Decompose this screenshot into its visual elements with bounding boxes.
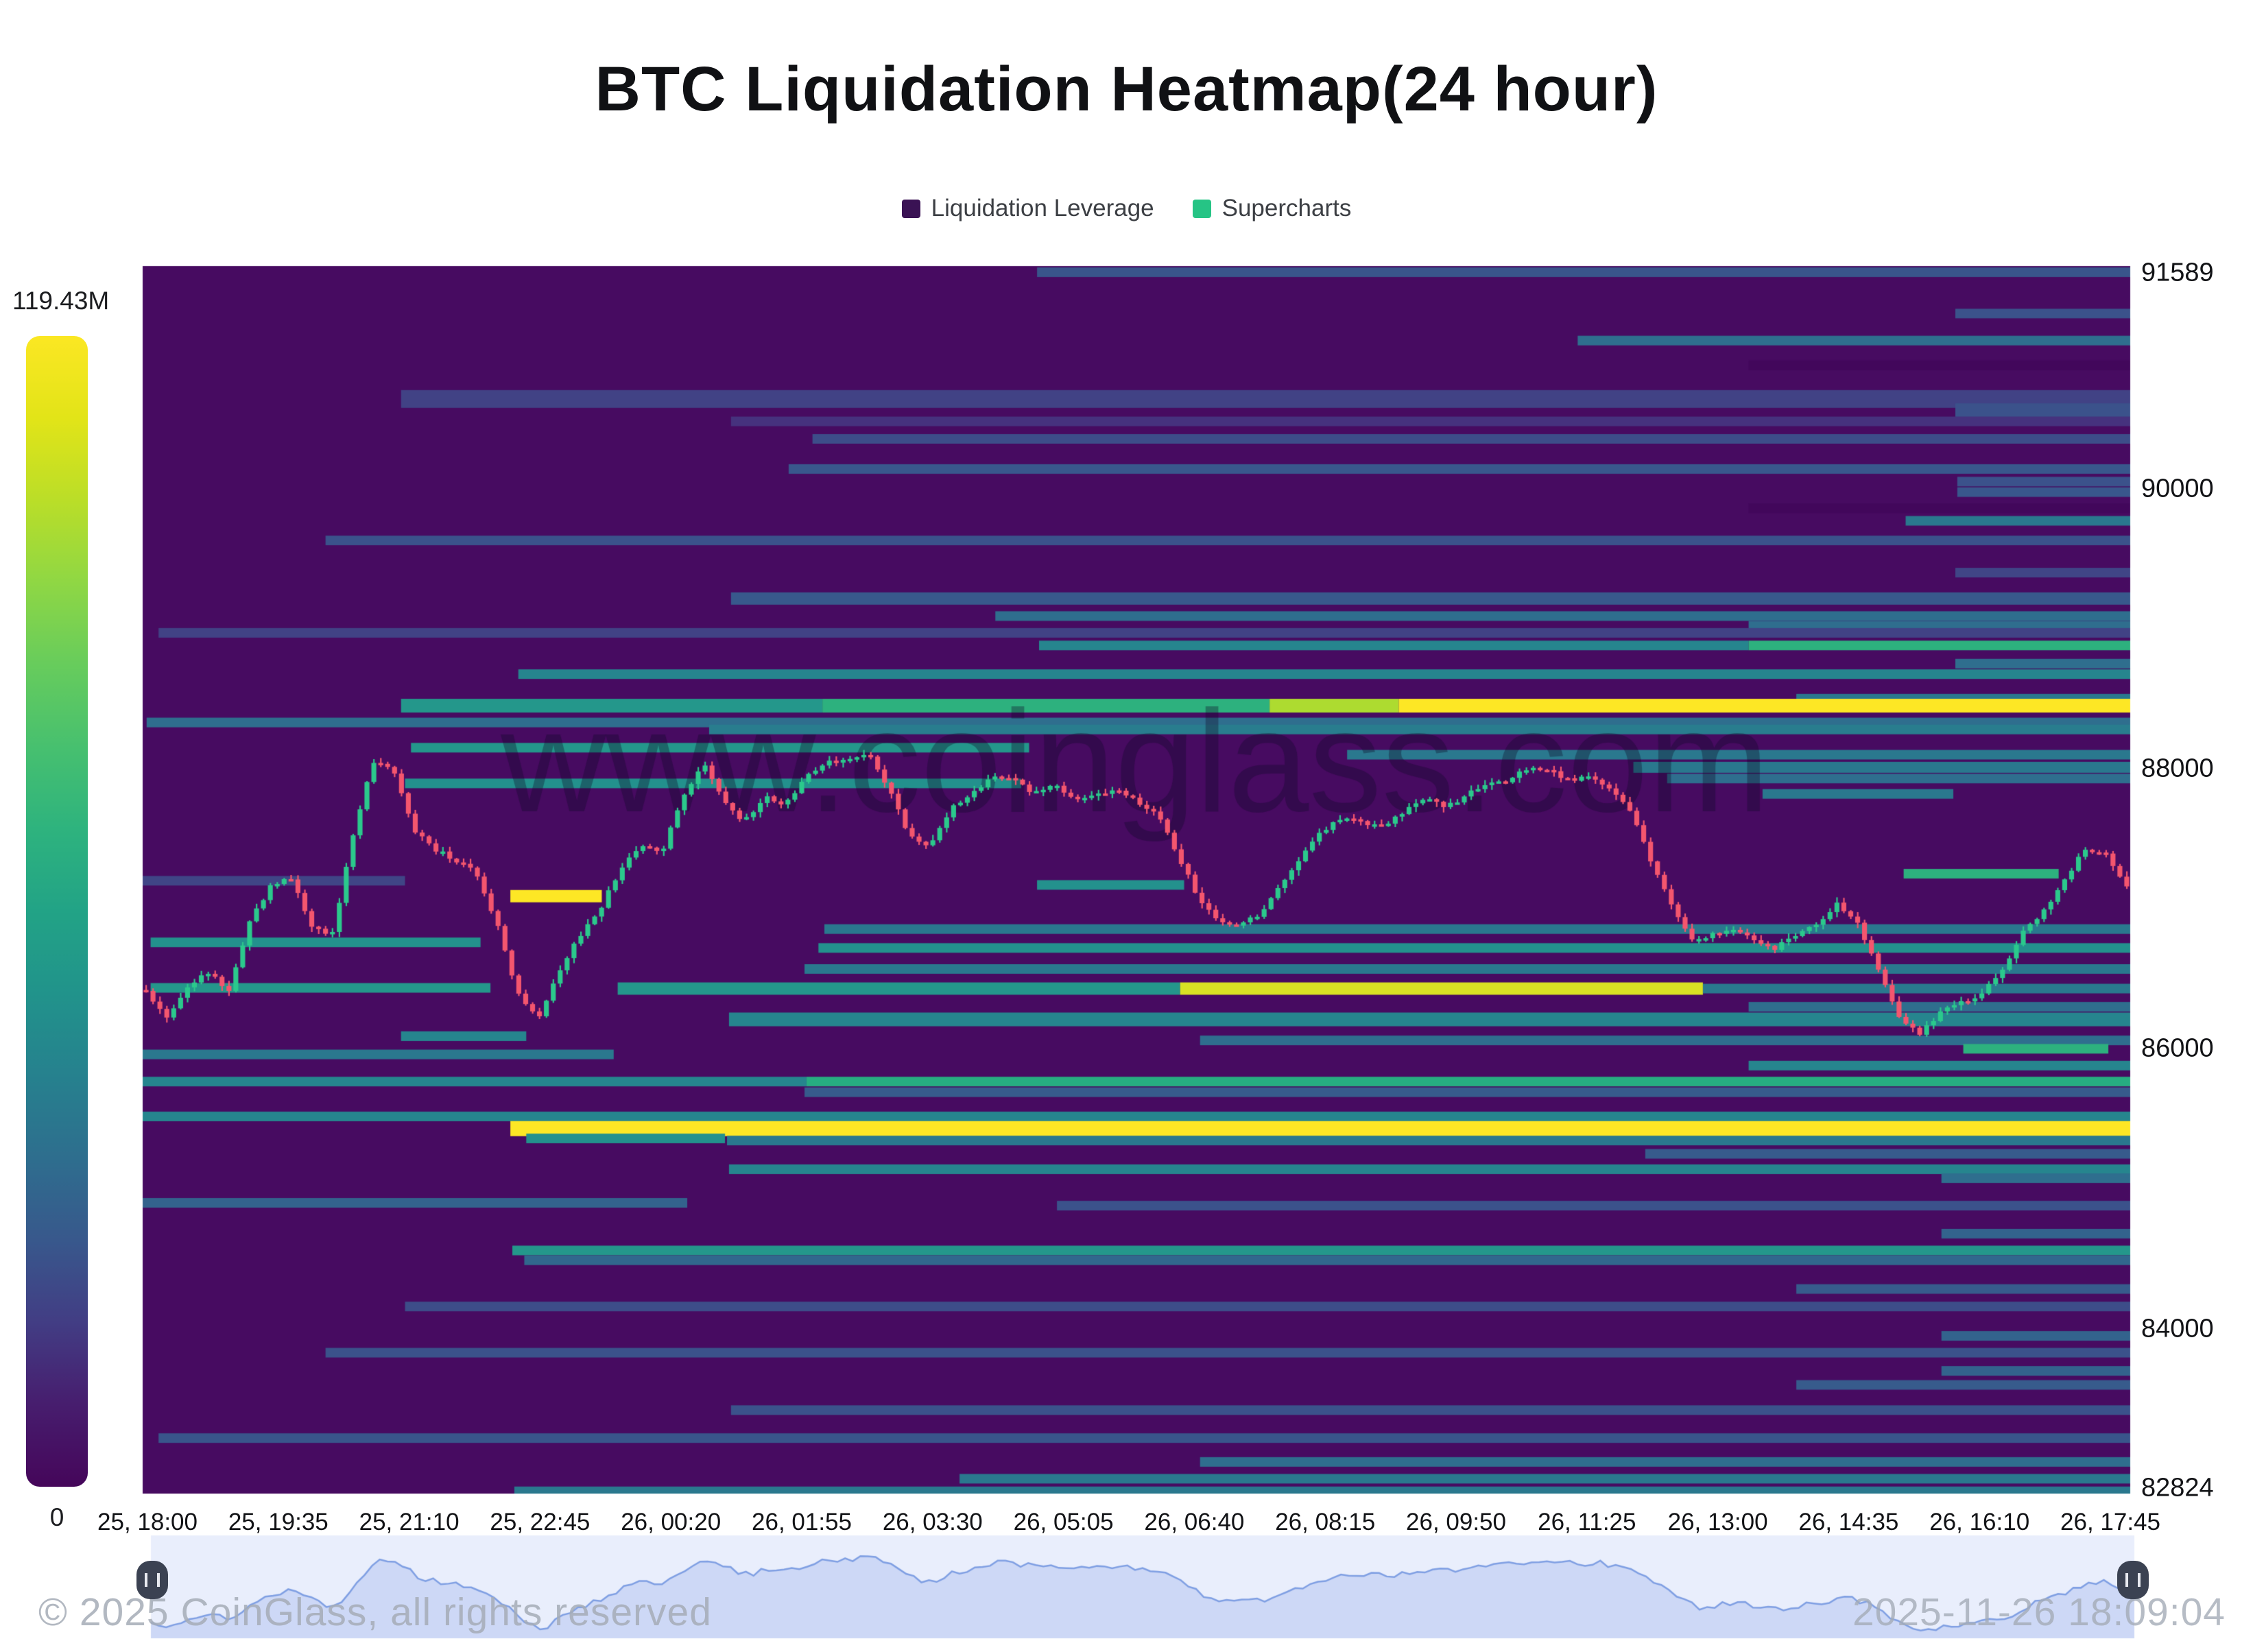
colorbar-min-label: 0	[49, 1503, 64, 1531]
copyright-text: © 2025 CoinGlass, all rights reserved	[38, 1590, 712, 1634]
y-axis-tick: 82824	[2141, 1473, 2214, 1503]
legend-label: Supercharts	[1221, 195, 1352, 222]
x-axis-tick: 26, 16:10	[1929, 1509, 2030, 1535]
navigator-left-handle[interactable]	[136, 1561, 168, 1599]
navigator-right-handle[interactable]	[2117, 1561, 2149, 1599]
y-axis-tick: 90000	[2141, 474, 2214, 503]
x-axis-tick: 26, 17:45	[2060, 1509, 2160, 1535]
x-axis-tick: 26, 08:15	[1275, 1509, 1376, 1535]
x-axis-tick: 25, 21:10	[359, 1509, 460, 1535]
x-axis-tick: 26, 13:00	[1667, 1509, 1768, 1535]
y-axis-tick: 88000	[2141, 754, 2214, 783]
x-axis-tick: 26, 06:40	[1144, 1509, 1245, 1535]
legend-item-supercharts[interactable]: Supercharts	[1192, 195, 1352, 222]
timestamp-text: 2025-11-26 18:09:04	[1852, 1590, 2226, 1634]
legend: Liquidation Leverage Supercharts	[0, 195, 2253, 222]
colorbar-max-label: 119.43M	[12, 287, 110, 315]
y-axis-tick: 91589	[2141, 258, 2214, 287]
legend-label: Liquidation Leverage	[931, 195, 1154, 222]
y-axis-tick: 84000	[2141, 1314, 2214, 1343]
x-axis-tick: 26, 11:25	[1538, 1509, 1636, 1535]
y-axis-tick: 86000	[2141, 1033, 2214, 1063]
colorbar-gradient	[26, 336, 88, 1487]
legend-swatch-green	[1192, 199, 1211, 218]
x-axis-tick: 26, 01:55	[752, 1509, 852, 1535]
x-axis-tick: 26, 00:20	[621, 1509, 722, 1535]
page-title: BTC Liquidation Heatmap(24 hour)	[595, 54, 1658, 124]
x-axis-tick: 25, 18:00	[97, 1509, 198, 1535]
pause-icon	[2125, 1573, 2141, 1587]
x-axis-tick: 25, 22:45	[490, 1509, 591, 1535]
x-axis-tick: 26, 05:05	[1013, 1509, 1114, 1535]
x-axis-tick: 25, 19:35	[228, 1509, 329, 1535]
x-axis-tick: 26, 09:50	[1406, 1509, 1506, 1535]
legend-swatch-purple	[901, 199, 920, 218]
pause-icon	[145, 1573, 160, 1587]
x-axis-tick: 26, 03:30	[882, 1509, 983, 1535]
x-axis-tick: 26, 14:35	[1798, 1509, 1899, 1535]
legend-item-liquidation-leverage[interactable]: Liquidation Leverage	[901, 195, 1154, 222]
